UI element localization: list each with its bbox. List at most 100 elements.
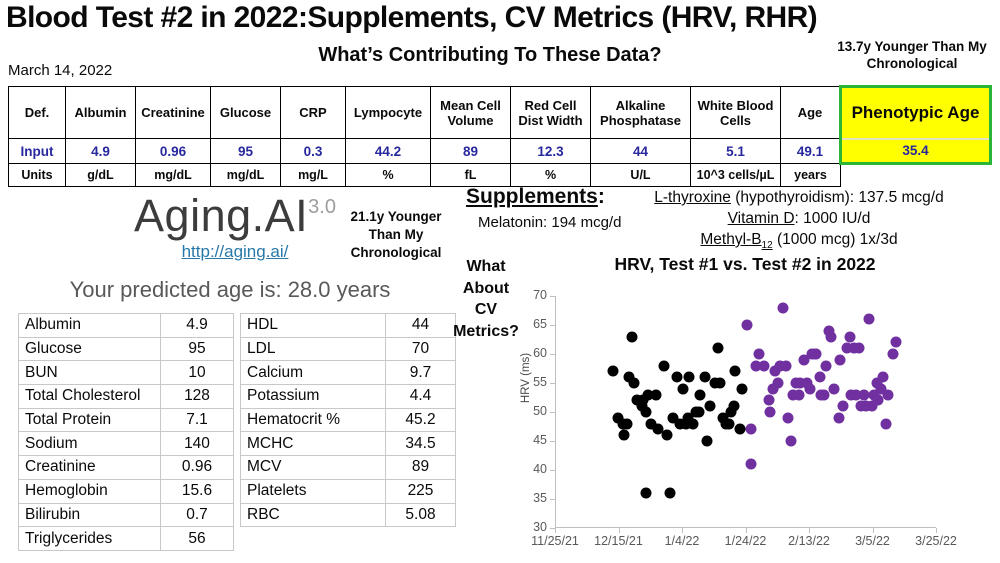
data-point-test-2 — [745, 458, 757, 470]
aging-row-value: 0.96 — [160, 455, 234, 480]
aging-table-row: Total Protein 7.1 — [18, 407, 234, 433]
aging-row-label: Triglycerides — [18, 526, 161, 551]
data-point-test-1 — [674, 418, 686, 430]
aging-row-label: Hematocrit % — [240, 407, 386, 433]
data-point-test-2 — [818, 389, 830, 401]
biomarker-cell-age: Age — [780, 86, 841, 139]
data-point-test-2 — [741, 319, 752, 331]
biomarker-cell-albumin: 4.9 — [65, 138, 136, 164]
row-label: Def. — [8, 86, 66, 139]
data-point-test-2 — [801, 377, 813, 389]
data-point-test-2 — [745, 423, 757, 435]
x-tick-label: 11/25/21 — [531, 534, 579, 548]
biomarker-cell-mean-cell-volume: 89 — [430, 138, 511, 164]
biomarker-cell-creatinine: Creatinine — [135, 86, 211, 139]
data-point-test-2 — [769, 365, 781, 377]
data-point-test-1 — [664, 487, 676, 499]
aging-row-label: Creatinine — [18, 455, 161, 480]
data-point-test-1 — [618, 429, 630, 441]
aging-row-label: Calcium — [240, 360, 386, 386]
biomarker-cell-lympocyte: Lympocyte — [345, 86, 431, 139]
y-tick-label: 45 — [533, 433, 547, 447]
x-tick-mark — [872, 528, 874, 533]
x-tick-label: 12/15/21 — [594, 534, 643, 548]
y-tick-mark — [550, 412, 555, 413]
aging-row-label: Potassium — [240, 384, 386, 409]
data-point-test-1 — [637, 394, 649, 406]
data-point-test-2 — [753, 348, 765, 360]
aging-row-label: Hemoglobin — [18, 478, 161, 504]
biomarker-cell-red-cell-dist-width: 12.3 — [510, 138, 591, 164]
aging-table-row: Glucose 95 — [18, 336, 234, 362]
hrv-scatter-plot — [555, 296, 936, 528]
x-tick-label: 2/13/22 — [788, 534, 830, 548]
biomarker-cell-alkaline-phosphatase: Alkaline Phosphatase — [590, 86, 691, 139]
data-point-test-2 — [798, 354, 810, 366]
aging-ai-results-table-left: Albumin 4.9 Glucose 95 BUN 10 Total Cholestero… — [18, 313, 234, 551]
data-point-test-1 — [642, 389, 654, 401]
aging-row-value: 15.6 — [160, 478, 234, 504]
aging-table-row: BUN 10 — [18, 360, 234, 386]
data-point-test-2 — [875, 383, 887, 395]
biomarker-cell-albumin: Albumin — [65, 86, 136, 139]
aging-table-row: Albumin 4.9 — [18, 313, 234, 338]
aging-table-row: Bilirubin 0.7 — [18, 502, 234, 528]
y-tick-label: 70 — [533, 288, 547, 302]
aging-ai-link[interactable]: http://aging.ai/ — [181, 242, 289, 261]
aging-table-row: Sodium 140 — [18, 431, 234, 457]
biomarker-cell-white-blood-cells: White Blood Cells — [690, 86, 781, 139]
data-point-test-1 — [699, 371, 711, 383]
y-tick-mark — [550, 528, 555, 529]
aging-row-label: HDL — [240, 313, 386, 338]
data-point-test-2 — [758, 360, 770, 372]
data-point-test-2 — [834, 354, 846, 366]
aging-table-row: Calcium 9.7 — [240, 360, 456, 386]
data-point-test-1 — [728, 400, 740, 412]
biomarker-cell-glucose: mg/dL — [210, 163, 281, 187]
predicted-age-text: Your predicted age is: 28.0 years — [69, 277, 391, 302]
biomarker-table-row: Input 4.9 0.96 95 0.3 44.2 89 12.3 44 5.1 49.1 35.4 — [8, 138, 992, 165]
data-point-test-2 — [844, 331, 856, 343]
phenotypic-age-header: Phenotypic Age — [839, 85, 992, 140]
biomarker-cell-alkaline-phosphatase: 44 — [590, 138, 691, 164]
data-point-test-2 — [787, 389, 799, 401]
data-point-test-1 — [687, 418, 699, 430]
x-tick-mark — [555, 528, 556, 533]
aging-table-row: Total Cholesterol 128 — [18, 384, 234, 409]
phenotypic-age-units-blank — [840, 163, 991, 187]
data-point-test-2 — [767, 383, 779, 395]
data-point-test-1 — [680, 418, 692, 430]
aging-table-row: Potassium 4.4 — [240, 384, 456, 409]
biomarker-cell-mean-cell-volume: Mean Cell Volume — [430, 86, 511, 139]
data-point-test-2 — [828, 383, 840, 395]
biomarker-cell-creatinine: 0.96 — [135, 138, 211, 164]
data-point-test-1 — [621, 418, 633, 430]
row-label: Units — [8, 163, 66, 187]
data-point-test-2 — [841, 342, 852, 354]
biomarker-cell-age: 49.1 — [780, 138, 841, 164]
aging-row-value: 89 — [385, 455, 456, 480]
data-point-test-1 — [717, 412, 729, 424]
supplement-line-part: : 1000 IU/d — [794, 210, 871, 227]
aging-row-label: Total Protein — [18, 407, 161, 433]
supplement-line-part: 12 — [761, 240, 773, 252]
aging-row-label: RBC — [240, 502, 386, 528]
biomarker-cell-lympocyte: % — [345, 163, 431, 187]
aging-row-value: 10 — [160, 360, 234, 386]
data-point-test-2 — [820, 360, 832, 372]
data-point-test-2 — [793, 389, 805, 401]
data-point-test-1 — [736, 383, 748, 395]
x-tick-mark — [936, 528, 937, 533]
y-tick-mark — [550, 441, 555, 442]
data-point-test-1 — [677, 383, 689, 395]
supplement-line-part: (hypothyroidism): 137.5 mcg/d — [730, 189, 944, 206]
y-tick-mark — [550, 296, 555, 297]
data-point-test-1 — [645, 418, 657, 430]
data-point-test-2 — [850, 389, 862, 401]
y-tick-label: 40 — [533, 462, 547, 476]
aging-table-row: Hematocrit % 45.2 — [240, 407, 456, 433]
phenotypic-age-value: 35.4 — [839, 138, 992, 165]
biomarker-cell-crp: CRP — [280, 86, 346, 139]
biomarker-cell-white-blood-cells: 10^3 cells/µL — [690, 163, 781, 187]
row-label: Input — [8, 138, 66, 164]
